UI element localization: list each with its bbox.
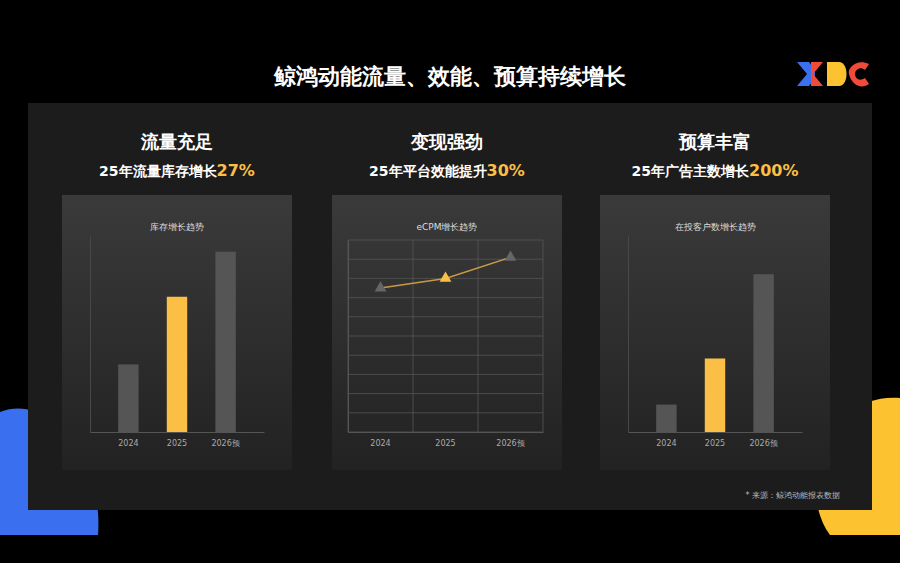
x-tick-label: 2026预 (749, 439, 777, 448)
grid-line (348, 297, 543, 298)
grid-column-line (543, 240, 544, 432)
grid (348, 240, 543, 432)
main-panel (28, 103, 872, 510)
grid-column-line (413, 240, 414, 432)
grid-line (348, 355, 543, 356)
y-axis-line (628, 237, 629, 433)
grid-line (348, 316, 543, 317)
x-tick-label: 2025 (705, 439, 725, 448)
x-tick: 2024 (370, 432, 390, 448)
x-axis-line (629, 432, 803, 433)
bar (167, 297, 187, 432)
chart-title: eCPM增长趋势 (416, 222, 477, 232)
logo-part (827, 62, 847, 86)
x-tick-label: 2026预 (496, 439, 524, 448)
x-tick: 2026预 (211, 432, 239, 448)
x-axis: 2024 2025 2026预 (91, 432, 265, 448)
panel-title: 预算丰富 (678, 131, 751, 152)
y-axis-line (90, 237, 91, 433)
x-tick: 2025 (705, 432, 725, 448)
page: 鲸鸿动能流量、效能、预算持续增长 * 来源：鲸鸿动能报表数据 流量充足 25年流量库存… (0, 0, 900, 563)
x-tick: 2024 (656, 432, 676, 448)
panel-title: 变现强劲 (410, 131, 483, 152)
subtitle-highlight: 30% (487, 161, 525, 180)
panel-subtitle: 25年广告主数增长200% (632, 161, 799, 180)
chart-card (600, 195, 830, 470)
chart-card (332, 195, 562, 470)
grid-line (348, 336, 543, 337)
logo-part (849, 62, 869, 86)
grid-line (348, 240, 543, 241)
y-axis (628, 237, 629, 433)
grid-line (348, 412, 543, 413)
marks (375, 250, 517, 291)
grid-column-line (348, 240, 349, 432)
panel-title: 流量充足 (140, 131, 213, 152)
x-axis: 2024 2025 2026预 (349, 432, 544, 448)
x-tick: 2025 (435, 432, 455, 448)
marker (375, 281, 387, 291)
logo (797, 62, 869, 86)
x-tick-label: 2024 (118, 439, 138, 448)
chart-card (62, 195, 292, 470)
subtitle-text: 25年平台效能提升 (369, 163, 486, 179)
panel: 变现强劲 25年平台效能提升30% eCPM增长趋势 2024 2025 2026预 (332, 131, 562, 470)
bar (118, 364, 138, 432)
logo-part (811, 62, 823, 86)
y-axis-line (348, 241, 349, 433)
line (381, 257, 511, 288)
subtitle-highlight: 200% (749, 161, 798, 180)
panel: 流量充足 25年流量库存增长27% 库存增长趋势 2024 2025 2026预 (62, 131, 292, 470)
marks (656, 274, 774, 432)
x-axis-line (91, 432, 265, 433)
x-tick: 2024 (118, 432, 138, 448)
grid-line (348, 432, 543, 433)
bar (656, 405, 676, 432)
background (0, 0, 900, 563)
grid-line (348, 374, 543, 375)
x-axis-line (349, 432, 544, 433)
y-axis (90, 237, 91, 433)
marker (440, 272, 452, 282)
canvas: 鲸鸿动能流量、效能、预算持续增长 * 来源：鲸鸿动能报表数据 流量充足 25年流量库存… (0, 0, 900, 563)
panel-subtitle: 25年平台效能提升30% (369, 161, 525, 180)
grid-column-line (478, 240, 479, 432)
chart-title: 库存增长趋势 (150, 222, 204, 232)
x-tick: 2026预 (749, 432, 777, 448)
subtitle-text: 25年流量库存增长 (99, 163, 217, 179)
x-axis: 2024 2025 2026预 (629, 432, 803, 448)
subtitle-highlight: 27% (217, 161, 255, 180)
footnote: * 来源：鲸鸿动能报表数据 (745, 491, 840, 500)
page-title: 鲸鸿动能流量、效能、预算持续增长 (273, 64, 627, 89)
x-tick-label: 2025 (167, 439, 187, 448)
panel-subtitle: 25年流量库存增长27% (99, 161, 255, 180)
panel: 预算丰富 25年广告主数增长200% 在投客户数增长趋势 2024 2025 2026预 (600, 131, 830, 470)
x-tick: 2025 (167, 432, 187, 448)
bar (753, 274, 773, 432)
marks (118, 252, 236, 432)
x-tick-label: 2026预 (211, 439, 239, 448)
subtitle-text: 25年广告主数增长 (632, 163, 750, 179)
x-tick-label: 2025 (435, 439, 455, 448)
marker (505, 250, 517, 260)
bar (215, 252, 235, 432)
x-tick: 2026预 (496, 432, 524, 448)
bar (705, 359, 725, 433)
y-axis (348, 241, 349, 433)
chart-title: 在投客户数增长趋势 (675, 222, 756, 232)
x-tick-label: 2024 (370, 439, 390, 448)
x-tick-label: 2024 (656, 439, 676, 448)
grid-line (348, 393, 543, 394)
